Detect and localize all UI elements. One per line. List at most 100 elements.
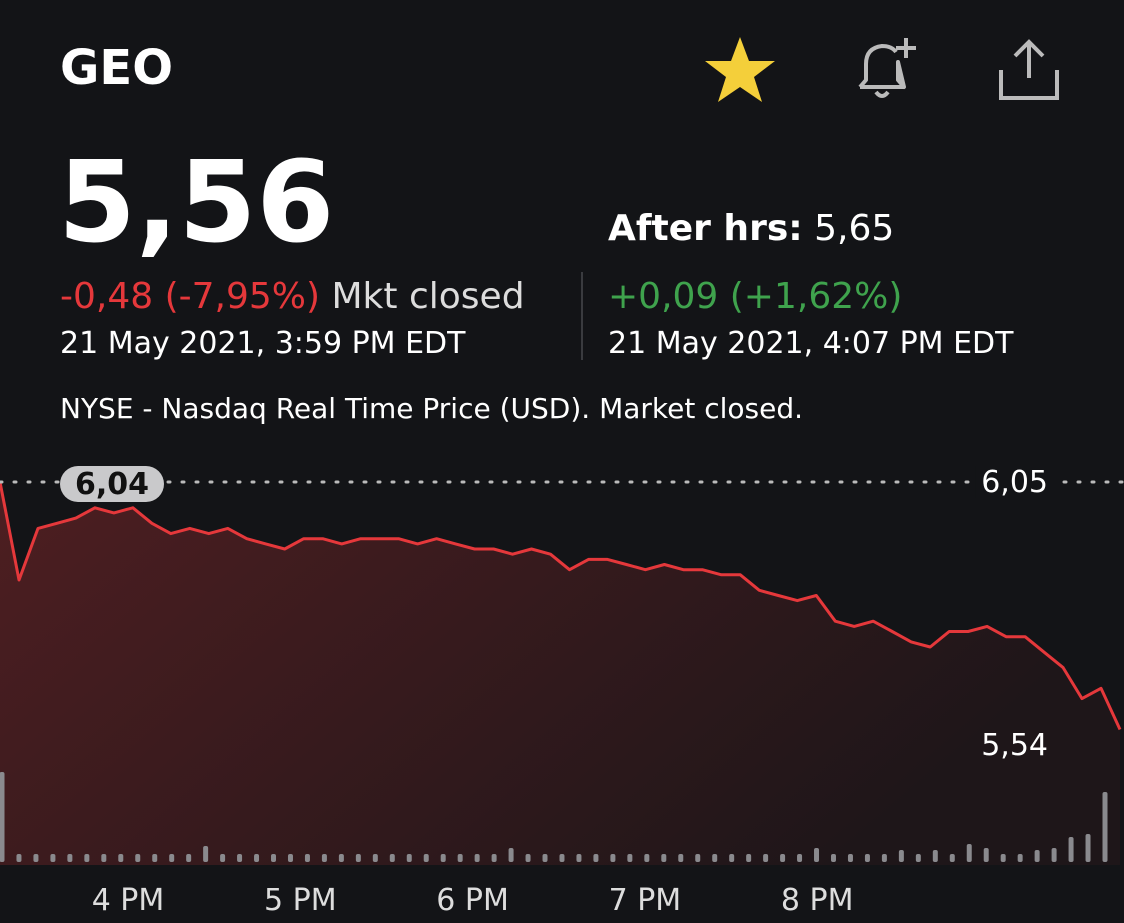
after-time: 21 May 2021, 4:07 PM EDT	[608, 326, 1014, 361]
volume-bar	[780, 854, 786, 862]
volume-bar	[932, 850, 938, 862]
alert-button[interactable]	[848, 32, 920, 104]
volume-bar	[661, 854, 667, 862]
volume-bar	[101, 854, 107, 862]
x-tick-label: 8 PM	[781, 883, 854, 918]
label-bg	[975, 466, 1054, 498]
x-tick-label: 7 PM	[609, 883, 682, 918]
change: -0,48 (-7,95%)	[60, 276, 321, 317]
volume-bar	[949, 854, 955, 862]
volume-bar	[271, 854, 277, 862]
volume-bar	[830, 854, 836, 862]
after-label: After hrs:	[608, 208, 803, 249]
volume-bar	[84, 854, 90, 862]
source-note: NYSE - Nasdaq Real Time Price (USD). Mar…	[60, 392, 804, 425]
volume-bar	[881, 854, 887, 862]
y-tick-label: 6,05	[981, 465, 1048, 500]
price-chart: 5,54 6,05 6,04 4 PM 5 PM 6 PM 7 PM 8 PM	[0, 465, 1124, 918]
volume-bar	[355, 854, 361, 862]
volume-bar	[254, 854, 260, 862]
x-tick-label: 4 PM	[92, 883, 165, 918]
volume-bar	[814, 848, 820, 862]
volume-bar	[203, 846, 209, 862]
star-icon	[705, 37, 775, 102]
volume-bar	[321, 854, 327, 862]
volume-bar	[67, 854, 73, 862]
volume-bar	[763, 854, 769, 862]
volume-bar	[797, 854, 803, 862]
volume-bar	[0, 772, 5, 862]
volume-bar	[16, 854, 22, 862]
volume-bar	[576, 854, 582, 862]
divider	[581, 272, 583, 360]
volume-bar	[864, 854, 870, 862]
volume-bar	[135, 854, 141, 862]
y-tick-label: 5,54	[981, 728, 1048, 763]
volume-bar	[966, 844, 972, 862]
volume-bar	[1068, 837, 1074, 862]
volume-bar	[33, 854, 39, 862]
volume-bar	[389, 854, 395, 862]
volume-bar	[695, 854, 701, 862]
volume-bar	[220, 854, 226, 862]
volume-bar	[338, 854, 344, 862]
volume-bar	[304, 854, 310, 862]
after-price: 5,65	[814, 208, 895, 249]
volume-bar	[746, 854, 752, 862]
volume-bar	[593, 854, 599, 862]
high-badge	[60, 466, 164, 502]
volume-bar	[508, 848, 514, 862]
star-button[interactable]	[700, 34, 780, 104]
volume-bar	[1051, 848, 1057, 862]
volume-bar	[169, 854, 175, 862]
change-row: -0,48 (-7,95%) Mkt closed	[60, 276, 525, 317]
volume-bar	[237, 854, 243, 862]
volume-bar	[491, 854, 497, 862]
volume-bar	[186, 854, 192, 862]
volume-bar	[1000, 854, 1006, 862]
volume-bar	[983, 848, 989, 862]
x-tick-label: 6 PM	[436, 883, 509, 918]
price-line	[0, 481, 1122, 731]
volume-bar	[1034, 850, 1040, 862]
volume-bar	[287, 854, 293, 862]
volume-bar	[542, 854, 548, 862]
volume-bar	[610, 854, 616, 862]
volume-bar	[915, 854, 921, 862]
area	[0, 482, 1120, 865]
volume-bar	[644, 854, 650, 862]
volume-bar	[1102, 792, 1108, 862]
x-tick-label: 5 PM	[264, 883, 337, 918]
volume-bar	[457, 854, 463, 862]
volume-bar	[525, 854, 531, 862]
volume-bar	[559, 854, 565, 862]
after-change: +0,09 (+1,62%)	[608, 276, 903, 317]
symbol: GEO	[60, 40, 173, 96]
volume-bar	[1085, 834, 1091, 862]
volume-bar	[474, 854, 480, 862]
plus-icon	[896, 38, 916, 58]
share-icon	[999, 39, 1059, 100]
volume-bar	[627, 854, 633, 862]
volume-bar	[440, 854, 446, 862]
volume-bar	[423, 854, 429, 862]
close-time: 21 May 2021, 3:59 PM EDT	[60, 326, 466, 361]
volume-bar	[1017, 854, 1023, 862]
high-label: 6,04	[75, 467, 149, 502]
volume-bar	[712, 854, 718, 862]
bell-icon	[858, 44, 906, 98]
price: 5,56	[58, 138, 335, 268]
after-hours: After hrs: 5,65	[608, 208, 894, 249]
volume-bar	[372, 854, 378, 862]
volume-bar	[50, 854, 56, 862]
volume-bar	[898, 850, 904, 862]
volume-bar	[118, 854, 124, 862]
share-button[interactable]	[995, 34, 1065, 104]
volume-bar	[406, 854, 412, 862]
volume-bar	[678, 854, 684, 862]
market-status: Mkt closed	[331, 276, 525, 317]
volume-bar	[729, 854, 735, 862]
volume-bar	[152, 854, 158, 862]
volume-bar	[847, 854, 853, 862]
